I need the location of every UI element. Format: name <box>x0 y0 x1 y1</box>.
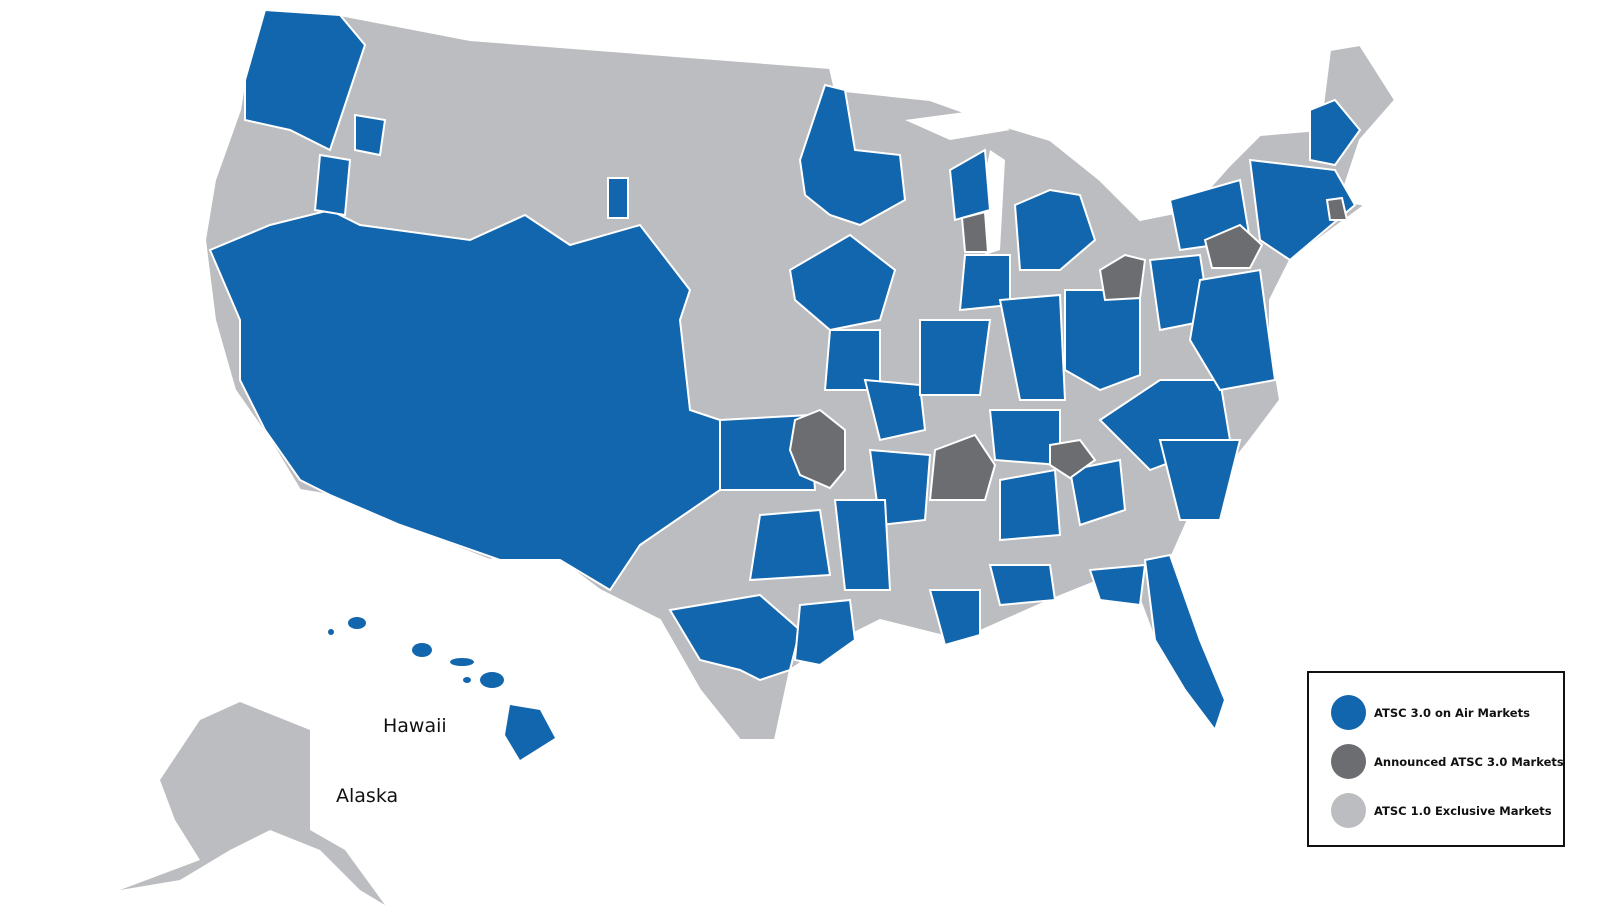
legend: ATSC 3.0 on Air Markets Announced ATSC 3… <box>1307 671 1565 847</box>
market-georgia <box>1088 563 1147 607</box>
market-arkansas <box>863 378 927 442</box>
market-illinois <box>919 319 992 396</box>
hawaii-islands <box>328 617 555 760</box>
market-alabama <box>988 564 1057 607</box>
market-new-england <box>1248 158 1357 262</box>
market-carolina <box>1158 439 1242 521</box>
market-milwaukee <box>960 210 990 253</box>
legend-label: ATSC 1.0 Exclusive Markets <box>1374 803 1552 818</box>
announced-dot-icon <box>1331 744 1366 779</box>
market-iowa <box>788 233 897 332</box>
market-nashville <box>928 433 997 501</box>
market-houston <box>793 598 857 667</box>
legend-item-exclusive: ATSC 1.0 Exclusive Markets <box>1331 793 1552 828</box>
alaska-shape <box>120 702 385 905</box>
market-oregon-east <box>313 153 352 217</box>
legend-label: Announced ATSC 3.0 Markets <box>1374 754 1564 769</box>
market-montana <box>607 177 629 219</box>
market-wilkes-barre <box>1203 223 1264 269</box>
market-minnesota <box>798 83 907 227</box>
market-maine <box>1309 98 1362 167</box>
legend-item-on-air: ATSC 3.0 on Air Markets <box>1331 695 1530 730</box>
market-wisconsin <box>948 148 992 222</box>
on-air-markets <box>208 8 1362 733</box>
market-providence <box>1325 196 1349 221</box>
market-idaho <box>354 113 387 157</box>
market-springfield <box>788 408 846 490</box>
market-mid-atlantic <box>1188 268 1277 392</box>
hawaii-label: Hawaii <box>383 715 447 737</box>
market-dallas <box>748 508 832 582</box>
market-ohio <box>1064 289 1141 392</box>
on-air-dot-icon <box>1331 695 1366 730</box>
legend-item-announced: Announced ATSC 3.0 Markets <box>1331 744 1564 779</box>
market-texas-south <box>668 593 802 682</box>
market-michigan <box>1013 188 1097 271</box>
market-shreveport <box>833 499 892 591</box>
market-washington <box>244 8 367 152</box>
market-oklahoma <box>719 413 817 491</box>
market-chattanooga <box>1049 438 1097 480</box>
alaska-label: Alaska <box>336 785 399 807</box>
exclusive-dot-icon <box>1331 793 1366 828</box>
announced-markets <box>788 196 1349 501</box>
market-indiana <box>998 293 1067 401</box>
market-knoxville <box>1068 458 1127 527</box>
market-tennessee <box>999 468 1062 542</box>
legend-label: ATSC 3.0 on Air Markets <box>1374 705 1530 720</box>
market-florida <box>1143 553 1227 733</box>
market-cleveland <box>1098 253 1147 302</box>
market-west <box>208 208 721 592</box>
market-louisiana <box>928 589 981 647</box>
lake-superior <box>905 110 1010 140</box>
